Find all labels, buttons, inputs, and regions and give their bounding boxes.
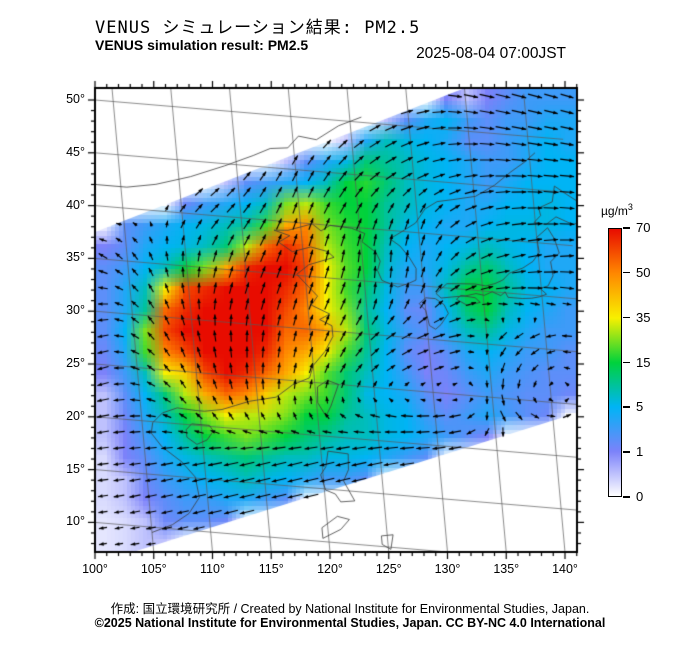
lon-tick-label: 130°: [434, 562, 461, 576]
lat-tick-label: 40°: [66, 197, 85, 212]
footer-copyright: ©2025 National Institute for Environment…: [94, 616, 606, 630]
colorbar-tick-label: 1: [636, 444, 644, 460]
lon-tick-label: 105°: [140, 562, 167, 576]
colorbar-tick-label: 50: [636, 264, 651, 280]
colorbar-tick-label: 15: [636, 354, 651, 370]
lon-tick-label: 125°: [375, 562, 402, 576]
title-english: VENUS simulation result: PM2.5: [95, 37, 309, 53]
lat-tick-label: 45°: [66, 144, 85, 159]
lon-tick-label: 135°: [493, 562, 520, 576]
colorbar-tick-label: 0: [636, 489, 644, 504]
lat-tick-label: 25°: [66, 356, 85, 370]
colorbar-tick-mark: [623, 361, 630, 363]
colorbar-tick-mark: [623, 406, 630, 408]
colorbar-tick-mark: [623, 451, 630, 453]
lon-tick-label: 115°: [258, 562, 284, 576]
lat-tick-label: 30°: [66, 303, 85, 318]
colorbar-gradient: [609, 229, 621, 496]
lon-tick-label: 110°: [200, 562, 225, 576]
colorbar-unit-label: µg/m3: [601, 202, 633, 218]
footer-credit: 作成: 国立環境研究所 / Created by National Instit…: [110, 602, 590, 616]
colorbar-tick-mark: [623, 227, 630, 229]
lat-tick-label: 10°: [66, 514, 85, 529]
title-japanese: VENUS シミュレーション結果: PM2.5: [95, 18, 421, 38]
colorbar-tick-mark: [623, 271, 630, 274]
lon-tick-label: 120°: [317, 562, 343, 576]
colorbar-tick-mark: [623, 316, 630, 319]
lat-tick-label: 50°: [66, 92, 85, 106]
colorbar-tick-label: 35: [636, 309, 651, 325]
lat-tick-label: 35°: [66, 250, 85, 265]
lon-tick-label: 140°: [552, 562, 578, 576]
colorbar-tick-label: 5: [636, 399, 644, 415]
lat-tick-label: 15°: [66, 461, 85, 476]
lat-tick-label: 20°: [66, 408, 85, 423]
colorbar-tick-mark: [623, 496, 630, 498]
timestamp: 2025-08-04 07:00JST: [416, 45, 566, 62]
lon-tick-label: 100°: [82, 562, 108, 576]
colorbar-tick-label: 70: [636, 220, 651, 235]
colorbar: [608, 228, 622, 497]
